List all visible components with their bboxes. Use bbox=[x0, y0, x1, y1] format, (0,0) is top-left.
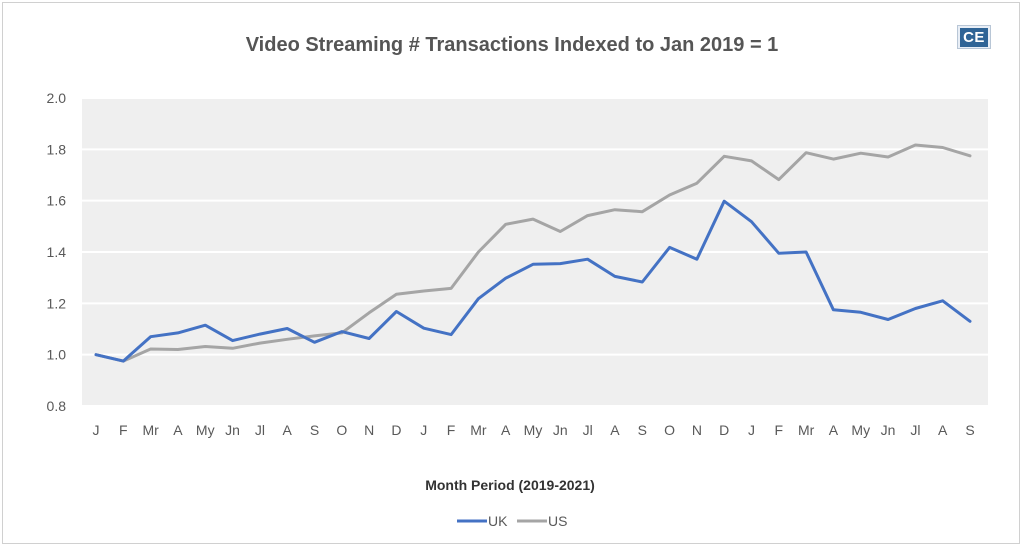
x-tick-label: Jn bbox=[881, 422, 896, 438]
series-line-uk bbox=[94, 199, 972, 363]
gridlines bbox=[82, 97, 988, 407]
x-tick-label: S bbox=[638, 422, 647, 438]
x-tick-label: F bbox=[447, 422, 456, 438]
x-tick-label: J bbox=[93, 422, 100, 438]
ce-logo-text: CE bbox=[960, 27, 988, 47]
x-tick-label: A bbox=[829, 422, 839, 438]
y-tick-label: 1.6 bbox=[47, 193, 67, 209]
x-tick-label: F bbox=[119, 422, 128, 438]
x-tick-label: F bbox=[775, 422, 784, 438]
x-tick-label: O bbox=[336, 422, 347, 438]
x-tick-label: O bbox=[664, 422, 675, 438]
y-tick-label: 1.0 bbox=[47, 347, 67, 363]
y-tick-label: 2.0 bbox=[47, 90, 67, 106]
x-tick-label: A bbox=[938, 422, 948, 438]
x-tick-label: My bbox=[196, 422, 215, 438]
legend-item-uk: UK bbox=[457, 513, 508, 529]
y-tick-label: 1.2 bbox=[47, 295, 67, 311]
x-tick-label: Mr bbox=[142, 422, 159, 438]
x-tick-label: Jn bbox=[225, 422, 240, 438]
x-tick-label: J bbox=[748, 422, 755, 438]
x-tick-label: Mr bbox=[470, 422, 487, 438]
x-axis-ticks: J F Mr A My Jn Jl A S O N D J F Mr A My Jn Jl A S O N D J F Mr A My J… bbox=[93, 422, 975, 438]
x-tick-label: A bbox=[610, 422, 620, 438]
x-tick-label: Jl bbox=[255, 422, 265, 438]
series-lines bbox=[94, 143, 972, 363]
y-tick-label: 0.8 bbox=[47, 398, 67, 414]
x-tick-label: D bbox=[391, 422, 401, 438]
x-tick-label: S bbox=[310, 422, 319, 438]
x-tick-label: J bbox=[420, 422, 427, 438]
legend-label: US bbox=[548, 513, 567, 529]
x-tick-label: N bbox=[692, 422, 702, 438]
x-tick-label: My bbox=[524, 422, 543, 438]
x-tick-label: A bbox=[501, 422, 511, 438]
x-tick-label: My bbox=[851, 422, 870, 438]
x-tick-label: Jn bbox=[553, 422, 568, 438]
x-tick-label: S bbox=[965, 422, 974, 438]
series-line-us bbox=[94, 143, 972, 363]
x-tick-label: A bbox=[283, 422, 293, 438]
legend: UK US bbox=[457, 513, 567, 529]
x-tick-label: N bbox=[364, 422, 374, 438]
x-tick-label: D bbox=[719, 422, 729, 438]
x-tick-label: Jl bbox=[910, 422, 920, 438]
y-axis-ticks: 0.8 1.0 1.2 1.4 1.6 1.8 2.0 bbox=[47, 90, 67, 414]
legend-item-us: US bbox=[517, 513, 567, 529]
ce-logo: CE bbox=[957, 25, 991, 49]
x-tick-label: A bbox=[173, 422, 183, 438]
y-tick-label: 1.8 bbox=[47, 141, 67, 157]
x-axis-title: Month Period (2019-2021) bbox=[425, 477, 595, 493]
chart-title: Video Streaming # Transactions Indexed t… bbox=[245, 34, 779, 56]
x-tick-label: Jl bbox=[583, 422, 593, 438]
y-tick-label: 1.4 bbox=[47, 244, 67, 260]
legend-label: UK bbox=[488, 513, 508, 529]
x-tick-label: Mr bbox=[798, 422, 815, 438]
